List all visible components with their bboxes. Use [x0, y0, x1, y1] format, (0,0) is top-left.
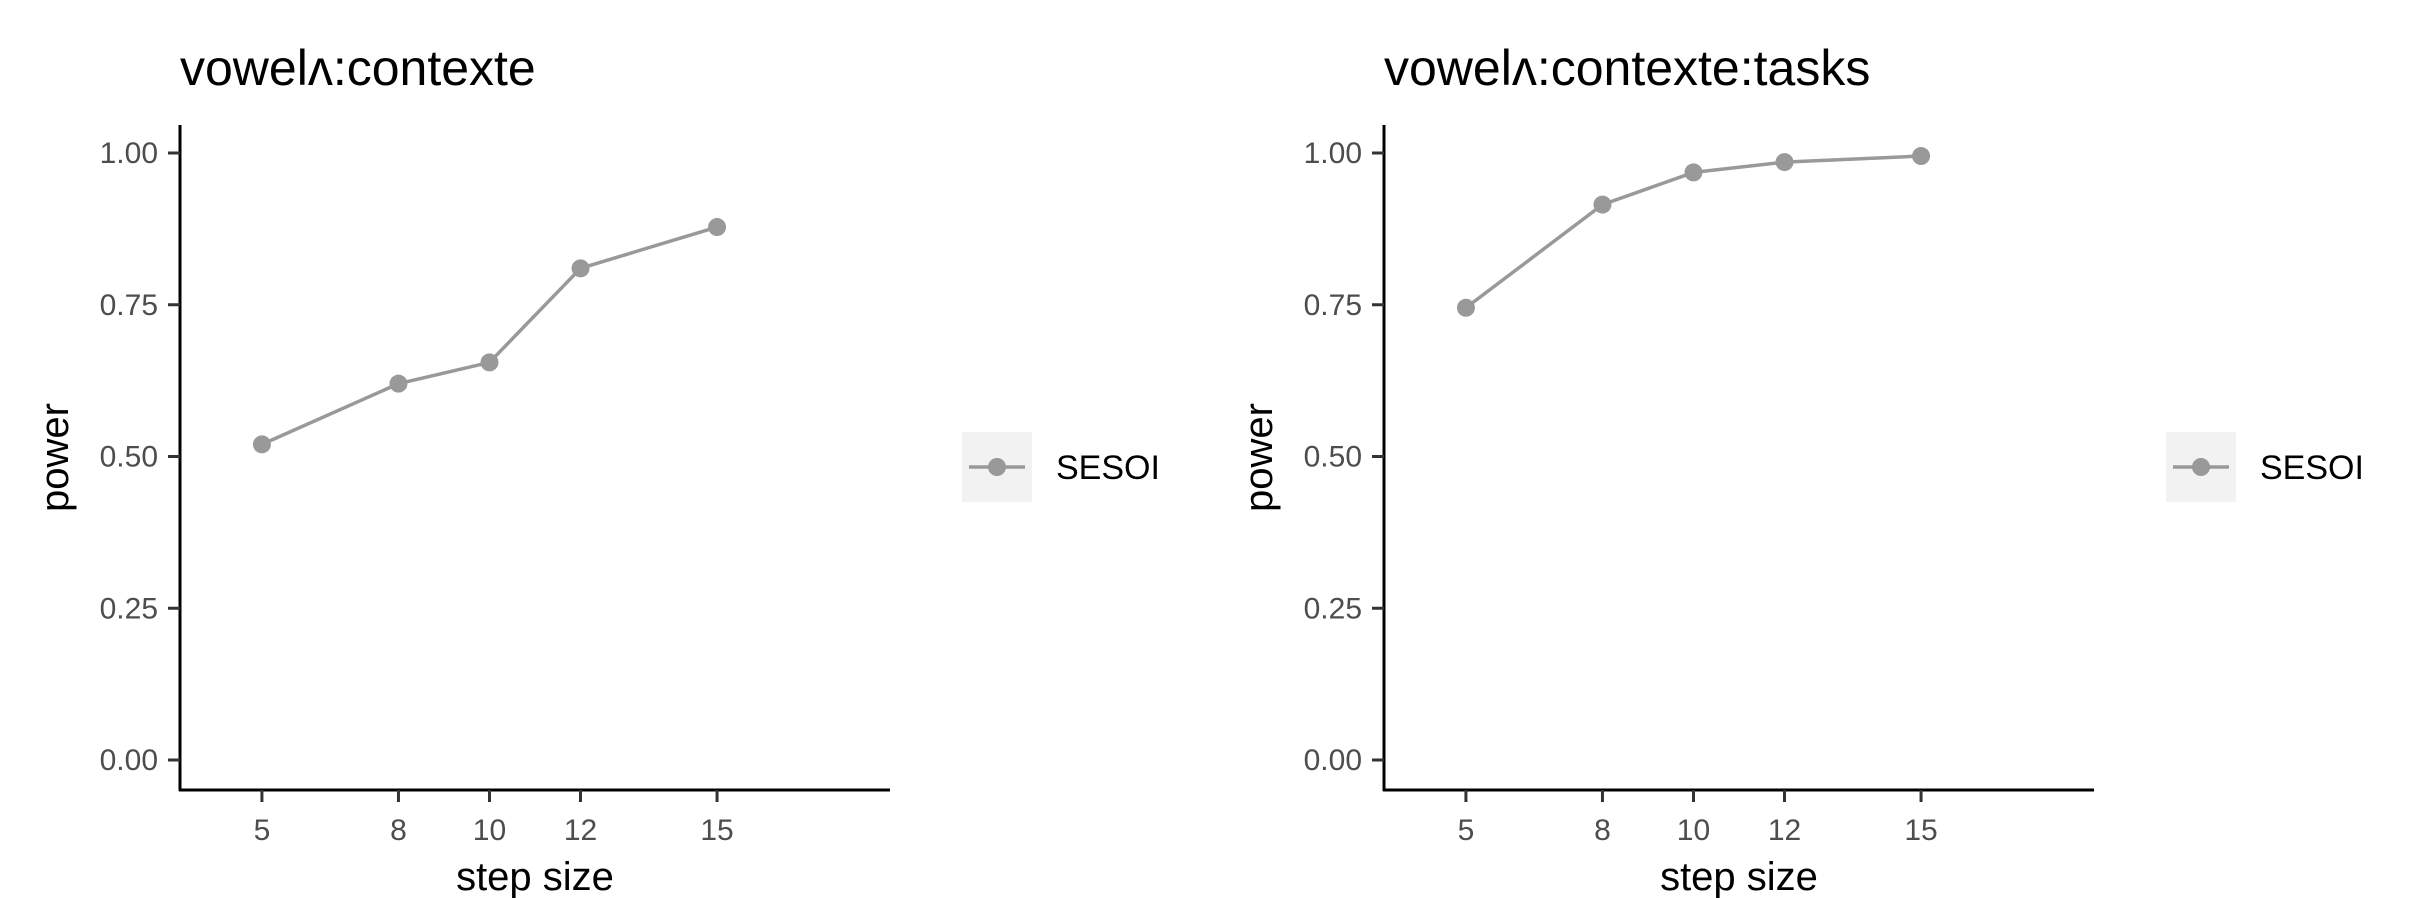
chart-panel-2: vowelʌ:contexte:tasks 0.00 0.25 0.50 0.75 1.0…: [1237, 40, 2364, 898]
chart-title: vowelʌ:contexte: [180, 40, 536, 96]
legend-key-point: [2192, 458, 2210, 476]
data-point: [252, 435, 271, 454]
legend-label: SESOI: [1056, 449, 1160, 487]
x-tick-label: 10: [1677, 814, 1710, 847]
chart-panel-1: vowelʌ:contexte 0.00 0.25 0.50 0.75 1.00 5 8 10 1…: [33, 40, 1160, 898]
y-axis-title: power: [33, 403, 77, 512]
y-tick-label: 1.00: [1304, 137, 1362, 170]
legend: SESOI: [2166, 432, 2364, 502]
chart-title: vowelʌ:contexte:tasks: [1384, 40, 1870, 96]
x-tick-label: 10: [473, 814, 506, 847]
x-axis-title: step size: [1660, 855, 1818, 898]
y-tick-label: 0.75: [1304, 289, 1362, 322]
series-line: [261, 225, 718, 446]
y-tick-label: 0.25: [1304, 592, 1362, 625]
y-tick-label: 0.00: [1304, 744, 1362, 777]
x-tick-label: 8: [390, 814, 407, 847]
data-point: [1684, 163, 1703, 182]
data-point: [1456, 298, 1475, 317]
x-axis-title: step size: [456, 855, 614, 898]
data-point: [389, 374, 408, 393]
y-tick-label: 0.50: [100, 441, 158, 474]
x-tick-label: 12: [1768, 814, 1801, 847]
x-tick-label: 8: [1594, 814, 1611, 847]
y-tick-label: 0.25: [100, 592, 158, 625]
x-tick-label: 15: [1904, 814, 1937, 847]
y-tick-label: 0.50: [1304, 441, 1362, 474]
y-tick-label: 0.00: [100, 744, 158, 777]
data-point: [708, 218, 727, 237]
x-tick-label: 5: [254, 814, 271, 847]
y-axis-title: power: [1237, 403, 1281, 512]
data-point: [1593, 195, 1612, 214]
legend-label: SESOI: [2260, 449, 2364, 487]
legend-key-point: [988, 458, 1006, 476]
x-tick-label: 5: [1458, 814, 1475, 847]
data-point: [1775, 153, 1794, 172]
x-tick-label: 15: [700, 814, 733, 847]
y-tick-label: 1.00: [100, 137, 158, 170]
data-point: [480, 353, 499, 372]
data-point: [1912, 147, 1931, 166]
y-tick-label: 0.75: [100, 289, 158, 322]
legend: SESOI: [962, 432, 1160, 502]
x-tick-label: 12: [564, 814, 597, 847]
data-point: [571, 259, 590, 278]
